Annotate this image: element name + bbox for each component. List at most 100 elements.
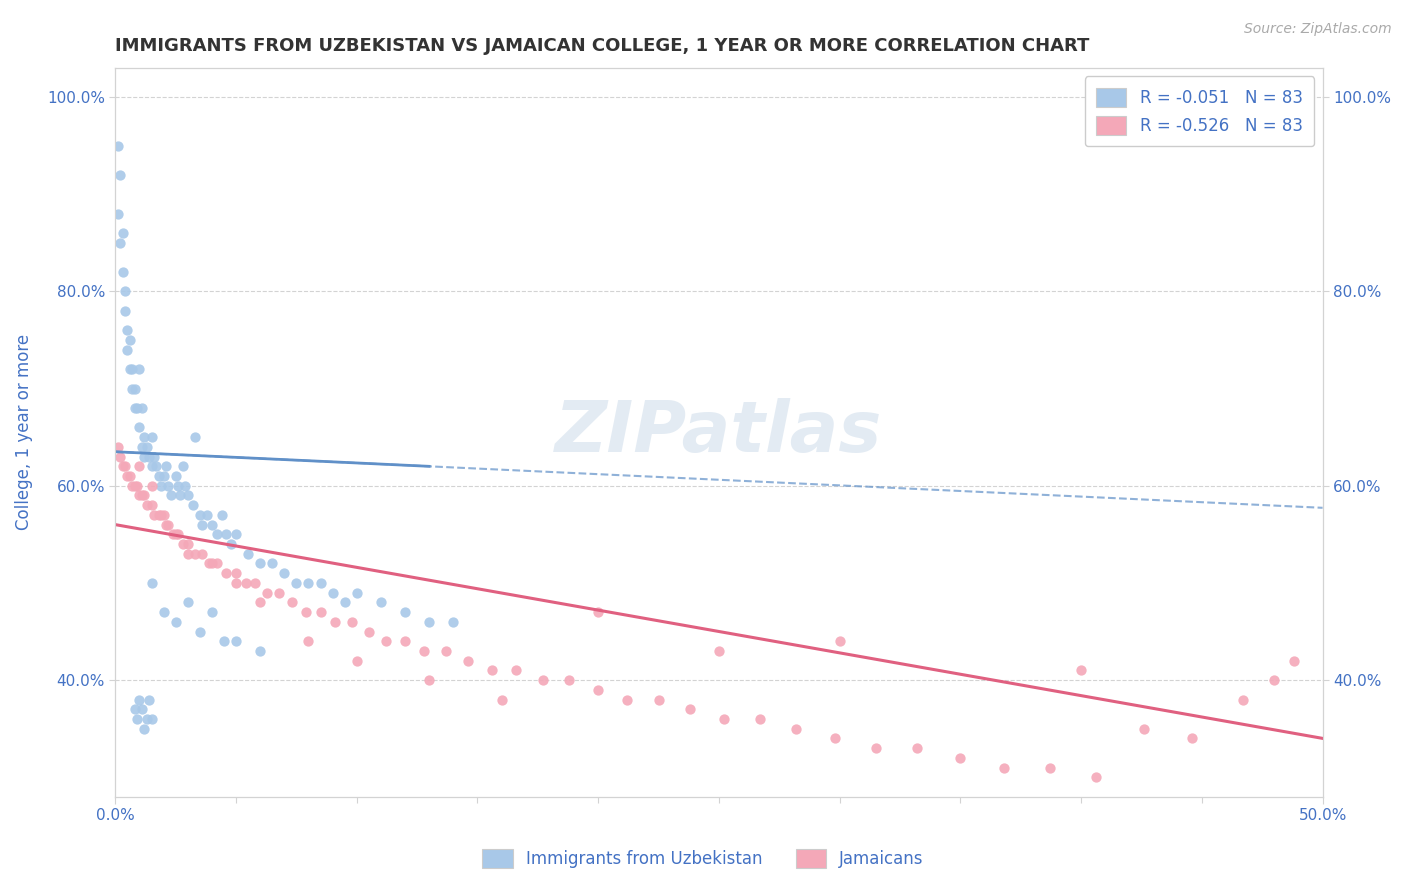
Point bbox=[117, 323, 139, 337]
Point bbox=[124, 382, 146, 396]
Point bbox=[211, 508, 233, 522]
Point bbox=[785, 722, 807, 736]
Text: ZIPatlas: ZIPatlas bbox=[555, 398, 883, 467]
Point bbox=[155, 459, 177, 474]
Point bbox=[114, 304, 136, 318]
Point bbox=[157, 517, 180, 532]
Point bbox=[824, 731, 846, 746]
Point bbox=[394, 605, 416, 619]
Point bbox=[125, 479, 148, 493]
Point bbox=[647, 692, 669, 706]
Legend: Immigrants from Uzbekistan, Jamaicans: Immigrants from Uzbekistan, Jamaicans bbox=[475, 842, 931, 875]
Point bbox=[128, 459, 150, 474]
Point bbox=[256, 585, 278, 599]
Point bbox=[215, 566, 238, 581]
Point bbox=[114, 285, 136, 299]
Point bbox=[188, 624, 211, 639]
Point bbox=[141, 459, 163, 474]
Point bbox=[184, 430, 207, 444]
Point bbox=[107, 440, 129, 454]
Legend: R = -0.051   N = 83, R = -0.526   N = 83: R = -0.051 N = 83, R = -0.526 N = 83 bbox=[1084, 77, 1315, 146]
Point bbox=[1084, 770, 1107, 784]
Point bbox=[201, 605, 224, 619]
Point bbox=[481, 664, 503, 678]
Point bbox=[157, 479, 180, 493]
Point bbox=[1282, 654, 1305, 668]
Point bbox=[135, 712, 157, 726]
Point bbox=[148, 508, 170, 522]
Point bbox=[418, 673, 440, 687]
Point bbox=[225, 527, 247, 541]
Point bbox=[346, 654, 368, 668]
Point bbox=[150, 479, 173, 493]
Point bbox=[138, 692, 160, 706]
Point bbox=[128, 692, 150, 706]
Point bbox=[117, 469, 139, 483]
Point bbox=[162, 527, 184, 541]
Point bbox=[280, 595, 302, 609]
Point bbox=[309, 605, 332, 619]
Point bbox=[152, 508, 174, 522]
Point bbox=[394, 634, 416, 648]
Point bbox=[131, 702, 153, 716]
Point bbox=[586, 605, 609, 619]
Point bbox=[1181, 731, 1204, 746]
Point bbox=[177, 547, 200, 561]
Point bbox=[108, 235, 131, 250]
Point bbox=[131, 440, 153, 454]
Point bbox=[201, 517, 224, 532]
Point bbox=[273, 566, 295, 581]
Point bbox=[322, 585, 344, 599]
Point bbox=[141, 575, 163, 590]
Point bbox=[295, 605, 318, 619]
Point bbox=[346, 585, 368, 599]
Point bbox=[135, 440, 157, 454]
Point bbox=[134, 450, 156, 464]
Point bbox=[128, 488, 150, 502]
Point bbox=[949, 751, 972, 765]
Point bbox=[616, 692, 638, 706]
Point bbox=[141, 430, 163, 444]
Point bbox=[1133, 722, 1156, 736]
Point bbox=[152, 605, 174, 619]
Point bbox=[124, 401, 146, 415]
Point bbox=[121, 382, 143, 396]
Point bbox=[142, 508, 165, 522]
Point bbox=[188, 508, 211, 522]
Point bbox=[141, 712, 163, 726]
Point bbox=[131, 401, 153, 415]
Point bbox=[177, 595, 200, 609]
Point bbox=[191, 517, 214, 532]
Point bbox=[145, 459, 167, 474]
Point bbox=[225, 575, 247, 590]
Point bbox=[413, 644, 436, 658]
Point bbox=[177, 537, 200, 551]
Point bbox=[177, 488, 200, 502]
Point bbox=[201, 557, 224, 571]
Point bbox=[297, 634, 319, 648]
Point bbox=[1232, 692, 1254, 706]
Point bbox=[215, 527, 238, 541]
Point bbox=[418, 615, 440, 629]
Point bbox=[155, 517, 177, 532]
Point bbox=[134, 722, 156, 736]
Point bbox=[108, 450, 131, 464]
Point bbox=[205, 557, 228, 571]
Point bbox=[457, 654, 479, 668]
Point bbox=[121, 362, 143, 376]
Point bbox=[441, 615, 464, 629]
Point bbox=[141, 479, 163, 493]
Point bbox=[249, 557, 271, 571]
Point bbox=[370, 595, 392, 609]
Point bbox=[225, 566, 247, 581]
Point bbox=[249, 595, 271, 609]
Point bbox=[135, 498, 157, 512]
Point bbox=[1070, 664, 1092, 678]
Point bbox=[205, 527, 228, 541]
Point bbox=[172, 459, 194, 474]
Point bbox=[865, 741, 887, 756]
Point bbox=[111, 459, 134, 474]
Point bbox=[181, 498, 204, 512]
Point bbox=[586, 682, 609, 697]
Point bbox=[491, 692, 513, 706]
